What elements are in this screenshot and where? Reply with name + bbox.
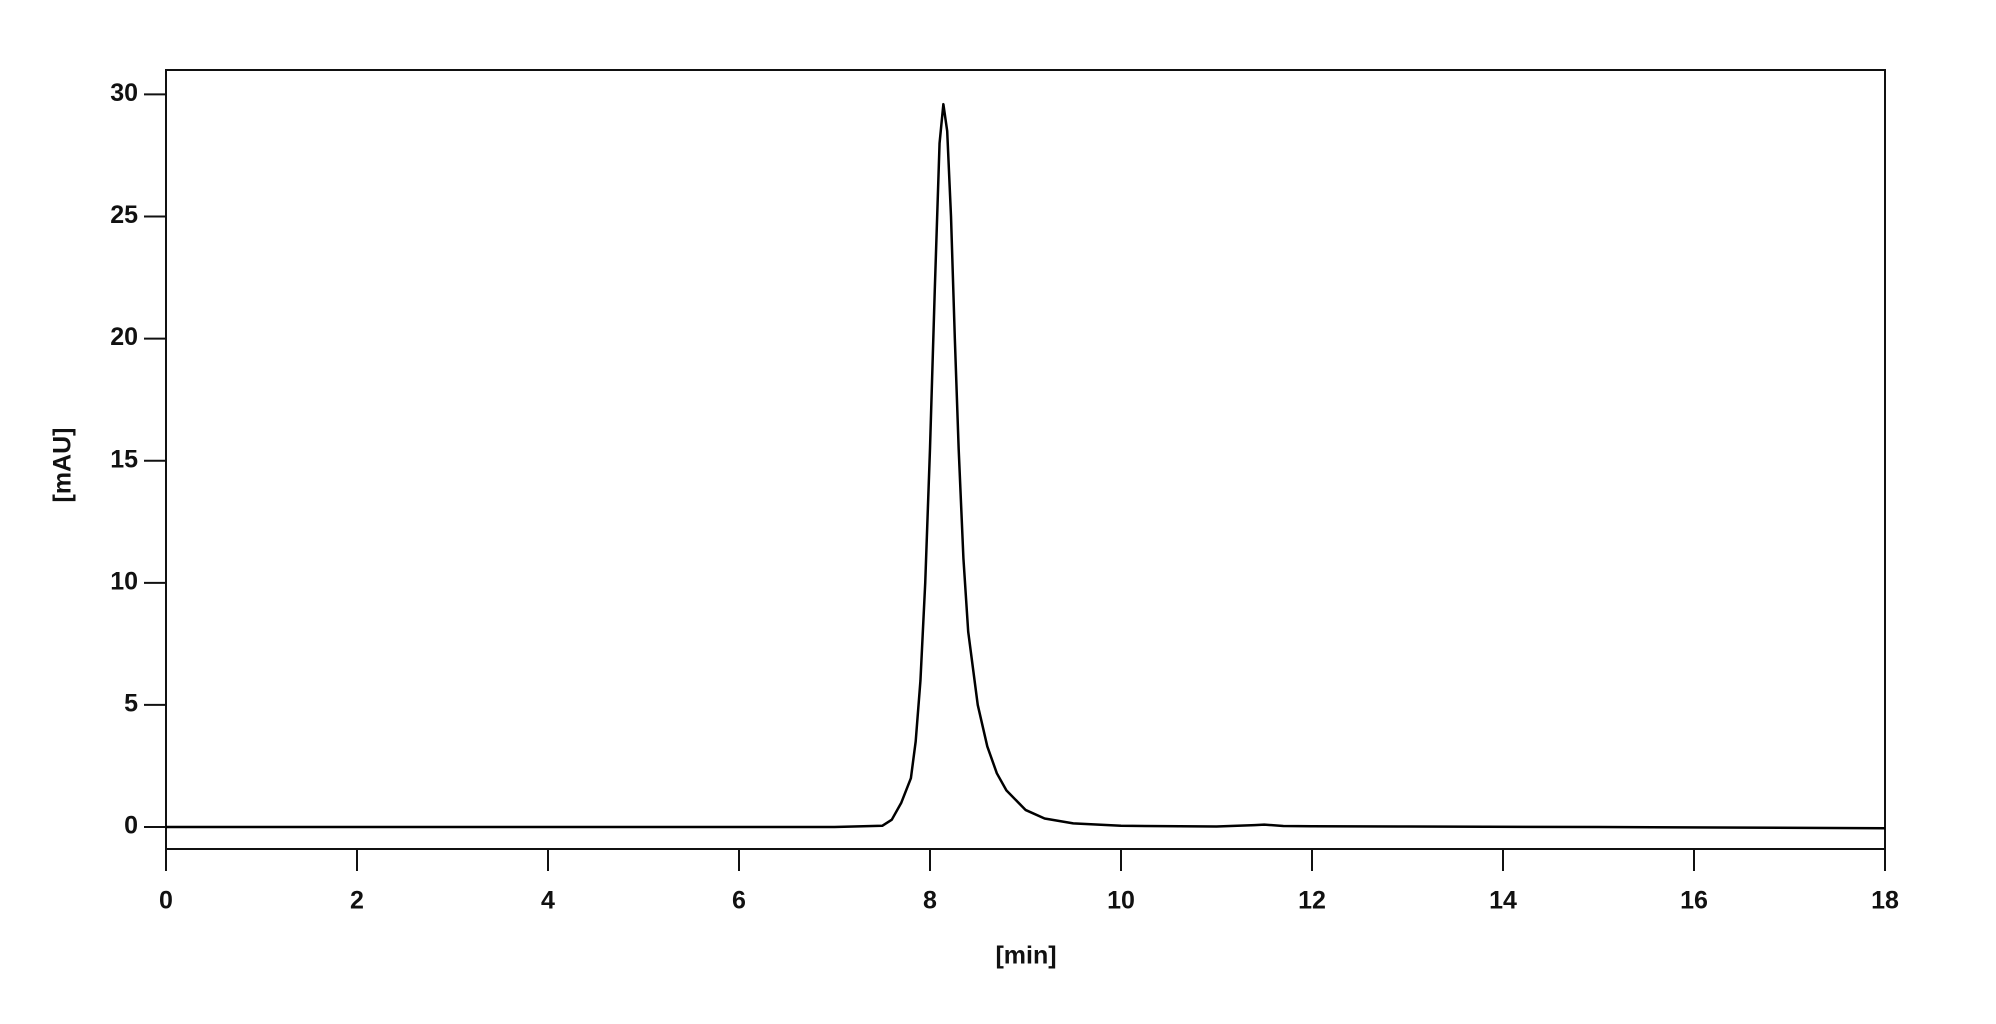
x-tick-label: 10	[1107, 887, 1135, 915]
x-tick-label: 14	[1489, 887, 1517, 915]
x-tick-label: 8	[923, 887, 937, 915]
x-tick-label: 18	[1871, 887, 1899, 915]
y-tick-label: 0	[124, 812, 138, 840]
y-axis-label: [mAU]	[49, 428, 77, 503]
x-tick-label: 12	[1298, 887, 1326, 915]
plot-frame	[165, 69, 1886, 850]
x-tick-label: 0	[159, 887, 173, 915]
x-tick-label: 6	[732, 887, 746, 915]
y-tick-label: 30	[110, 79, 138, 107]
x-tick-label: 4	[541, 887, 555, 915]
trace-line	[166, 102, 1886, 830]
y-tick-label: 20	[110, 323, 138, 351]
x-tick-label: 16	[1680, 887, 1708, 915]
y-tick-label: 5	[124, 690, 138, 718]
y-tick-label: 15	[110, 445, 138, 473]
y-tick-label: 10	[110, 567, 138, 595]
x-axis-label: [min]	[995, 942, 1056, 970]
x-tick-label: 2	[350, 887, 364, 915]
y-tick-label: 25	[110, 201, 138, 229]
